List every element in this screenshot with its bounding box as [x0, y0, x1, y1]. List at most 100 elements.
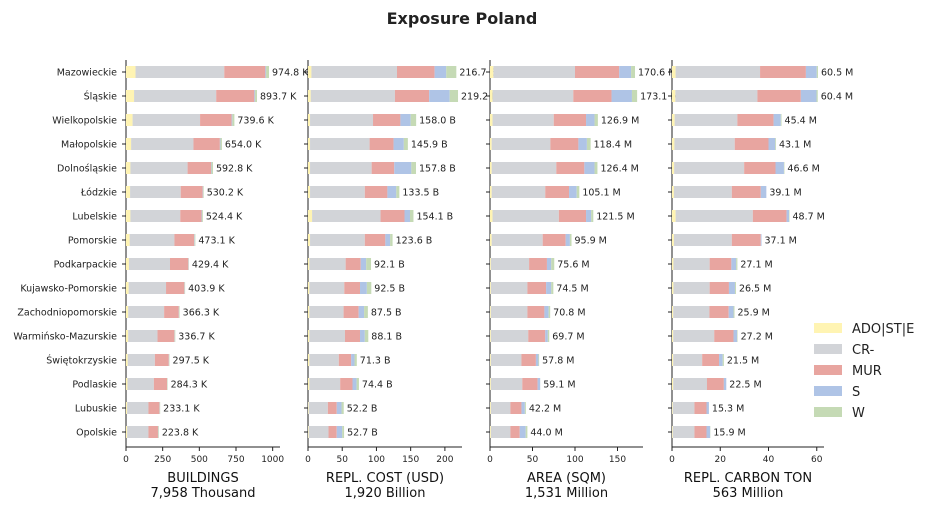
x-axis-total: 1,920 Billion — [345, 486, 426, 501]
bar-lubelskie-cr — [492, 210, 559, 222]
bar-opolskie-mur — [694, 426, 707, 438]
bar-opolskie-w — [342, 426, 345, 438]
bar-lubuskie-ado-st-e — [490, 402, 491, 414]
bar-mazowieckie-w — [631, 66, 636, 78]
total-label-kujawsko-pomorskie: 92.5 B — [374, 284, 405, 295]
bar-podlaskie-w — [356, 378, 359, 390]
bar-podkarpackie-ado-st-e — [672, 258, 674, 270]
bar-warminsko-mazurskie-cr — [309, 330, 345, 342]
bar-pomorskie-mur — [542, 234, 566, 246]
bar-pomorskie-s — [760, 234, 762, 246]
total-label-pomorskie: 473.1 K — [198, 236, 235, 247]
total-label-mazowieckie: 170.6 M — [638, 68, 676, 79]
bar-malopolskie-cr — [310, 138, 370, 150]
bar-lodzkie-mur — [731, 186, 761, 198]
bar-lubuskie-mur — [694, 402, 707, 414]
bar-wielkopolskie-cr — [492, 114, 554, 126]
bar-warminsko-mazurskie-w — [547, 330, 550, 342]
bar-dolnoslaskie-cr — [674, 162, 745, 174]
bar-lubelskie-mur — [180, 210, 202, 222]
total-label-lubelskie: 524.4 K — [206, 212, 243, 223]
bar-zachodniopomorskie-w — [548, 306, 551, 318]
x-tick-label: 0 — [305, 455, 311, 465]
bar-pomorskie-ado-st-e — [672, 234, 674, 246]
region-label-warminsko-mazurskie: Warmińsko-Mazurskie — [13, 332, 117, 343]
bar-lodzkie-ado-st-e — [672, 186, 674, 198]
bar-mazowieckie-ado-st-e — [126, 66, 136, 78]
total-label-podlaskie: 74.4 B — [362, 380, 393, 391]
legend-swatch-w — [814, 407, 842, 417]
total-label-dolnoslaskie: 157.8 B — [419, 164, 456, 175]
bar-podlaskie-cr — [673, 378, 707, 390]
bar-dolnoslaskie-w — [411, 162, 416, 174]
legend: ADO|ST|E CR- MUR SW — [814, 322, 914, 421]
bar-swietokrzyskie-cr — [127, 354, 155, 366]
bar-kujawsko-pomorskie-ado-st-e — [672, 282, 674, 294]
total-label-warminsko-mazurskie: 88.1 B — [371, 332, 402, 343]
bar-pomorskie-w — [569, 234, 572, 246]
bar-podlaskie-ado-st-e — [672, 378, 674, 390]
legend-label-s: S — [852, 385, 860, 400]
bar-mazowieckie-s — [265, 66, 267, 78]
bar-lodzkie-w — [203, 186, 204, 198]
bar-dolnoslaskie-s — [394, 162, 412, 174]
bar-lodzkie-w — [576, 186, 580, 198]
bar-wielkopolskie-w — [780, 114, 782, 126]
bar-pomorskie-s — [565, 234, 570, 246]
bar-podlaskie-cr — [309, 378, 341, 390]
bar-zachodniopomorskie-ado-st-e — [672, 306, 674, 318]
bar-slaskie-mur — [394, 90, 430, 102]
total-label-pomorskie: 123.6 B — [396, 236, 433, 247]
bar-swietokrzyskie-ado-st-e — [672, 354, 674, 366]
x-tick-label: 20 — [715, 455, 727, 465]
total-label-podkarpackie: 75.6 M — [557, 260, 589, 271]
bar-warminsko-mazurskie-ado-st-e — [672, 330, 674, 342]
bar-dolnoslaskie-w — [594, 162, 598, 174]
total-label-wielkopolskie: 158.0 B — [419, 116, 456, 127]
bar-dolnoslaskie-mur — [744, 162, 776, 174]
bar-podlaskie-s — [723, 378, 727, 390]
bar-swietokrzyskie-w — [722, 354, 724, 366]
bar-malopolskie-ado-st-e — [490, 138, 492, 150]
x-tick-label: 0 — [123, 455, 129, 465]
bar-swietokrzyskie-mur — [338, 354, 352, 366]
bar-kujawsko-pomorskie-cr — [490, 282, 528, 294]
bar-pomorskie-cr — [673, 234, 732, 246]
bar-opolskie-s — [336, 426, 343, 438]
bar-mazowieckie-s — [619, 66, 632, 78]
bar-opolskie-ado-st-e — [308, 426, 309, 438]
bar-lodzkie-cr — [673, 186, 732, 198]
total-label-lubuskie: 233.1 K — [163, 404, 200, 415]
bar-kujawsko-pomorskie-mur — [344, 282, 361, 294]
bar-malopolskie-ado-st-e — [672, 138, 675, 150]
bar-kujawsko-pomorskie-mur — [166, 282, 185, 294]
bar-malopolskie-w — [586, 138, 591, 150]
bar-opolskie-cr — [127, 426, 149, 438]
bar-zachodniopomorskie-cr — [128, 306, 165, 318]
bar-kujawsko-pomorskie-cr — [673, 282, 710, 294]
total-label-podkarpackie: 92.1 B — [374, 260, 405, 271]
bar-lubelskie-mur — [558, 210, 587, 222]
x-tick-label: 1000 — [261, 455, 284, 465]
total-label-lubelskie: 154.1 B — [416, 212, 453, 223]
bar-pomorskie-s — [385, 234, 391, 246]
bar-podkarpackie-cr — [128, 258, 170, 270]
bar-dolnoslaskie-w — [211, 162, 213, 174]
total-label-zachodniopomorskie: 366.3 K — [183, 308, 220, 319]
total-label-kujawsko-pomorskie: 403.9 K — [188, 284, 225, 295]
bar-podkarpackie-ado-st-e — [126, 258, 129, 270]
total-label-podkarpackie: 429.4 K — [192, 260, 229, 271]
region-label-opolskie: Opolskie — [76, 428, 117, 439]
bar-mazowieckie-cr — [135, 66, 225, 78]
region-label-lubelskie: Lubelskie — [72, 212, 117, 223]
region-label-podkarpackie: Podkarpackie — [54, 260, 118, 271]
bar-malopolskie-mur — [369, 138, 394, 150]
bar-lodzkie-w — [396, 186, 400, 198]
bar-mazowieckie-w — [816, 66, 818, 78]
bar-warminsko-mazurskie-s — [733, 330, 738, 342]
bar-podlaskie-s — [537, 378, 541, 390]
bar-podkarpackie-mur — [709, 258, 732, 270]
total-label-opolskie: 223.8 K — [162, 428, 199, 439]
